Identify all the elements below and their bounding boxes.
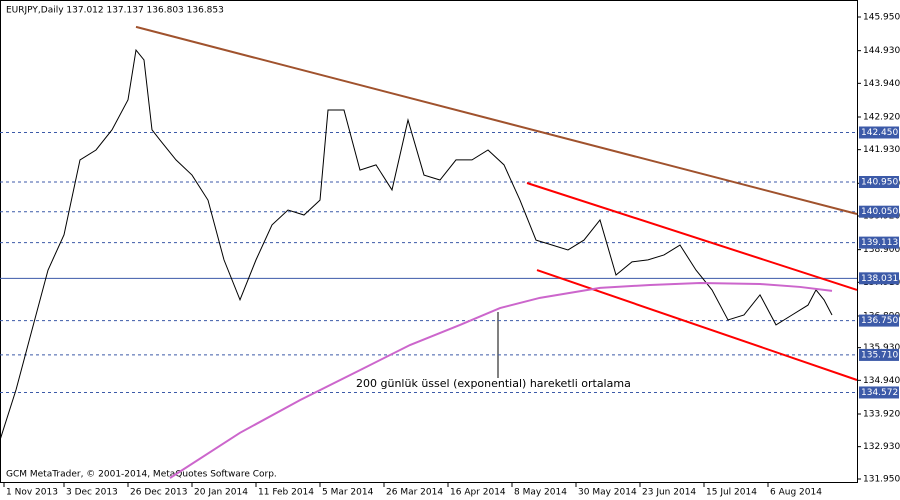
chart-title: EURJPY,Daily 137.012 137.137 136.803 136… xyxy=(6,6,224,16)
x-tick-label: 6 Aug 2014 xyxy=(770,488,822,498)
x-tick-label: 26 Mar 2014 xyxy=(386,488,443,498)
trendline xyxy=(536,269,858,381)
y-tick-label: 134.940 xyxy=(863,376,900,386)
x-tick-label: 8 May 2014 xyxy=(514,488,567,498)
level-label-box xyxy=(859,348,899,361)
x-tick-label: 11 Feb 2014 xyxy=(258,488,314,498)
y-tick-label: 143.940 xyxy=(863,79,900,89)
ema-line xyxy=(169,281,833,479)
annotation: 200 günlük üssel (exponential) hareketli… xyxy=(356,377,631,390)
x-tick-label: 26 Dec 2013 xyxy=(130,488,188,498)
level-label: 140.050 xyxy=(861,207,898,217)
y-tick-label: 131.950 xyxy=(863,475,900,485)
level-label-box xyxy=(859,272,899,285)
level-label: 139.113 xyxy=(861,238,898,248)
trendline xyxy=(526,182,858,291)
x-tick-label: 3 Dec 2013 xyxy=(66,488,118,498)
y-tick-label: 141.930 xyxy=(863,145,900,155)
level-label: 142.450 xyxy=(861,128,898,138)
x-tick-label: 20 Jan 2014 xyxy=(194,488,248,498)
y-tick-label: 144.930 xyxy=(863,46,900,56)
y-tick-label: 135.930 xyxy=(863,343,900,353)
level-label: 138.031 xyxy=(861,274,898,284)
x-tick-label: 23 Jun 2014 xyxy=(642,488,696,498)
level-label-box xyxy=(859,314,899,327)
level-label: 140.950 xyxy=(861,178,898,188)
x-tick-label: 5 Mar 2014 xyxy=(322,488,374,498)
level-label-box xyxy=(859,386,899,399)
level-label-box xyxy=(859,236,899,249)
level-label-box xyxy=(859,126,899,139)
level-label: 135.710 xyxy=(861,350,898,360)
plot-frame xyxy=(0,0,858,483)
level-label: 134.572 xyxy=(861,388,898,398)
y-tick-label: 132.930 xyxy=(863,442,900,452)
x-tick-label: 1 Nov 2013 xyxy=(6,488,58,498)
level-label-box xyxy=(859,205,899,218)
x-tick-label: 30 May 2014 xyxy=(578,488,637,498)
level-label: 136.750 xyxy=(861,316,898,326)
x-tick-label: 16 Apr 2014 xyxy=(450,488,506,498)
x-tick-label: 15 Jul 2014 xyxy=(706,488,757,498)
footer: GCM MetaTrader, © 2001-2014, MetaQuotes … xyxy=(6,470,277,480)
level-label-box xyxy=(859,176,899,188)
trendline xyxy=(135,25,858,215)
y-tick-label: 138.900 xyxy=(863,245,900,255)
y-tick-label: 145.950 xyxy=(863,13,900,23)
y-tick-label: 133.920 xyxy=(863,409,900,419)
y-tick-label: 142.920 xyxy=(863,112,900,122)
